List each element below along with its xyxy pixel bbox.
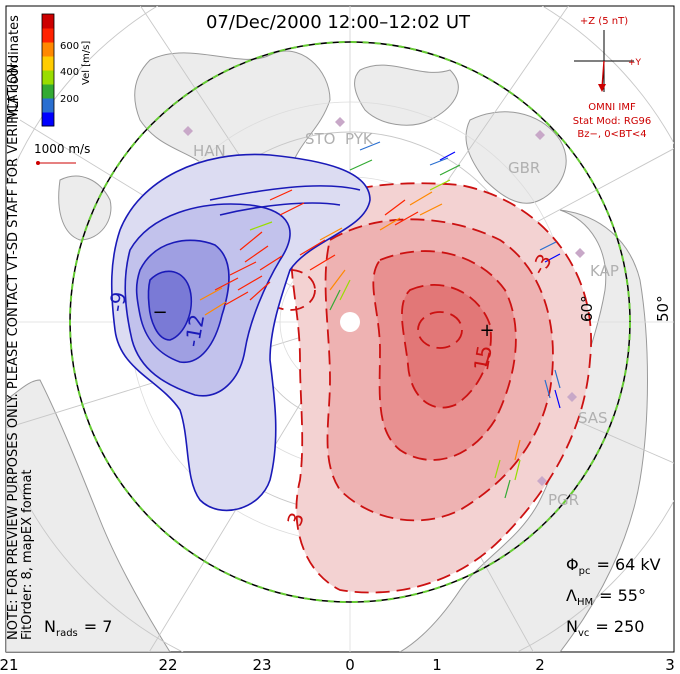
pole-marker [340,312,360,332]
potential-max-marker: + [479,320,494,341]
mlt-tick-0: 0 [345,656,355,674]
positive-cell [264,182,592,594]
contour-label-minus-12: -12 [180,312,209,348]
imf-z-label: +Z (5 nT) [580,16,628,27]
velocity-colorbar: 600 400 200 Vel [m/s] [41,13,92,127]
imf-model: Stat Mod: RG96 [573,116,652,127]
colorbar-cell [42,98,54,113]
mlt-tick-21: 21 [0,656,19,674]
stat-phi-pc: Φpc = 64 kV [566,555,661,577]
fit-order-note: FitOrder: 8, mapEX format [20,469,35,640]
colorbar-cell [42,14,54,29]
colorbar-cell [42,28,54,43]
mlt-tick-22: 22 [158,656,177,674]
station-labels: HAN STO PYK GBR KAP SAS PGR [193,130,619,509]
station-icons [183,117,585,486]
station-han: HAN [193,142,226,160]
coordinate-system-label: MLT coordinates [7,15,22,120]
reference-vector: 1000 m/s [34,142,90,165]
contour-labels: -9 -12 -3 15 3 [104,250,557,530]
colorbar-cell [42,42,54,57]
station-pyk: PYK [345,130,374,148]
station-sto: STO [305,130,336,148]
lat-label-60: 60° [578,295,596,322]
colorbar-label: Vel [m/s] [81,41,92,85]
station-pgr: PGR [548,491,579,509]
potential-min-marker: − [152,302,167,323]
fit-statistics: Φpc = 64 kV ΛHM = 55° Nvc = 250 Nrads = 7 [44,555,661,639]
colorbar-tick-600: 600 [60,41,79,52]
mlt-tick-23: 23 [252,656,271,674]
velocity-vectors [199,141,561,499]
mlt-tick-1: 1 [432,656,442,674]
hm-boundary-dashes [69,41,631,603]
station-kap: KAP [590,262,619,280]
stat-n-rads: Nrads = 7 [44,617,112,639]
negative-cell [110,153,371,512]
preview-note: NOTE: FOR PREVIEW PURPOSES ONLY. PLEASE … [6,60,21,640]
stat-n-vc: Nvc = 250 [566,617,644,639]
imf-y-label: +Y [628,58,642,68]
mlt-tick-2: 2 [535,656,545,674]
stat-lambda-hm: ΛHM = 55° [566,586,646,608]
map-title: 07/Dec/2000 12:00–12:02 UT [206,12,471,33]
mlt-tick-3: 3 [665,656,675,674]
reference-vector-label: 1000 m/s [34,142,90,156]
contour-label-minus-9: -9 [104,290,131,314]
colorbar-cell [42,56,54,71]
lat-label-50: 50° [654,295,672,322]
mlt-axis: 21 22 23 0 1 2 3 [0,656,675,674]
colorbar-tick-200: 200 [60,94,79,105]
station-sas: SAS [578,409,608,427]
imf-condition: Bz−, 0<BT<4 [577,129,646,140]
colorbar-cell [42,70,54,85]
colorbar-cell [42,84,54,99]
contour-label-15: 15 [469,343,497,372]
imf-source: OMNI IMF [588,102,636,113]
imf-clock: +Z (5 nT) +Y OMNI IMF Stat Mod: RG96 Bz−… [573,16,652,140]
colorbar-tick-400: 400 [60,67,79,78]
station-gbr: GBR [508,159,540,177]
colorbar-cell [42,112,54,127]
